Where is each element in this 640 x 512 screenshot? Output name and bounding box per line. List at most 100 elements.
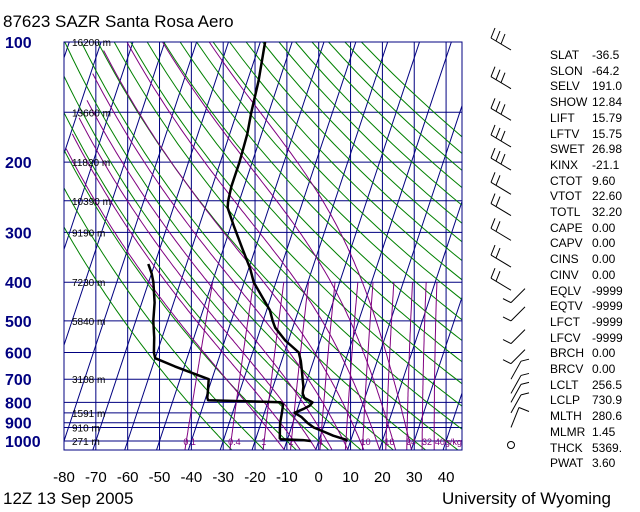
index-value: 9.60: [592, 173, 616, 188]
index-key: LFCV: [550, 330, 581, 345]
barb-staff: [510, 394, 522, 414]
isotherm-line: [283, 42, 421, 450]
index-value: -9999: [592, 314, 623, 329]
mixing-ratio-label: 2: [289, 437, 294, 447]
index-key: CINS: [550, 252, 579, 267]
barb-flag: [490, 98, 496, 109]
index-key: EQTV: [550, 299, 583, 314]
mixing-ratio-label: 24: [406, 437, 416, 447]
dry-adiabat-line: [245, 42, 462, 262]
pressure-tick-label: 800: [5, 395, 32, 412]
barb-staff: [490, 254, 512, 268]
isotherm-line: [187, 42, 325, 450]
index-key: CTOT: [550, 173, 583, 188]
index-key: SELV: [550, 79, 580, 94]
barb-flag: [495, 221, 501, 232]
mixing-ratio-line: [344, 282, 359, 450]
temperature-tick-label: -50: [149, 469, 171, 486]
barb-flag: [490, 244, 496, 256]
barb-staff: [510, 407, 520, 428]
mixing-ratio-label: 1: [261, 437, 266, 447]
pressure-tick-label: 300: [5, 225, 32, 242]
barb-flag: [500, 72, 506, 83]
wind-barb: [490, 98, 512, 121]
index-key: EQLV: [550, 283, 582, 298]
barb-staff: [490, 203, 512, 217]
height-label: 11820 m: [72, 158, 110, 169]
isotherm-line: [315, 42, 452, 450]
isotherm-line: [64, 42, 166, 347]
wind-barb: [490, 244, 512, 268]
barb-staff: [510, 349, 526, 365]
plot-frame: [63, 41, 463, 451]
barb-flag: [518, 407, 530, 412]
moist-adiabat-line: [86, 100, 333, 450]
index-value: 1.45: [592, 424, 616, 439]
barb-flag: [495, 247, 501, 259]
dry-adiabat-line: [64, 226, 233, 450]
temperature-tick-label: -40: [181, 469, 203, 486]
index-key: LCLP: [550, 393, 581, 408]
wind-barb: [502, 329, 526, 345]
index-key: SHOW: [550, 95, 588, 110]
barb-staff: [490, 181, 512, 195]
wind-barb: [490, 147, 512, 171]
index-value: 256.5: [592, 377, 623, 392]
pressure-tick-label: 400: [5, 275, 32, 292]
dry-adiabat-line: [64, 74, 362, 450]
wind-barb: [490, 27, 512, 51]
barb-flag: [495, 150, 501, 162]
wind-barb: [510, 358, 530, 380]
mixing-ratio-label: 4: [318, 437, 323, 447]
barb-flag: [490, 66, 496, 77]
index-value: 0.00: [592, 362, 616, 376]
temperature-tick-label: -10: [276, 469, 298, 486]
mixing-ratio-line: [421, 282, 427, 450]
index-value: 22.60: [592, 189, 623, 204]
index-key: SLAT: [550, 48, 580, 62]
temperature-tick-label: -60: [117, 469, 139, 486]
mixing-ratio-label: 10: [361, 437, 371, 447]
dry-adiabat-line: [212, 42, 462, 301]
index-key: THCK: [550, 440, 583, 455]
dry-adiabat-line: [146, 42, 462, 385]
height-label: 1591 m: [72, 409, 105, 420]
dewpoint-profile-line: [147, 263, 311, 443]
barb-flag: [495, 127, 501, 139]
pressure-tick-label: 1000: [5, 434, 41, 451]
credit-label: University of Wyoming: [442, 489, 611, 508]
index-key: LCLT: [550, 377, 579, 392]
isotherm-line: [347, 104, 462, 450]
index-value: 3.60: [592, 456, 616, 471]
index-key: CINV: [550, 267, 579, 282]
barb-flag: [490, 124, 496, 136]
moist-adiabat-line: [92, 73, 349, 450]
isotherm-line: [378, 199, 462, 450]
temperature-tick-label: -80: [53, 469, 75, 486]
dry-adiabat-line: [64, 186, 265, 450]
barb-flag: [490, 147, 496, 159]
index-key: SWET: [550, 142, 585, 157]
dry-adiabat-line: [228, 42, 462, 281]
height-label: 5840 m: [72, 317, 105, 328]
barb-flag: [500, 130, 506, 142]
dry-adiabat-line: [261, 42, 462, 243]
wind-barb: [490, 193, 512, 217]
wind-barb: [502, 349, 526, 365]
index-value: 32.20: [592, 205, 623, 219]
index-key: VTOT: [550, 189, 582, 204]
moist-adiabat-line: [126, 42, 381, 450]
isotherm-line: [219, 42, 357, 450]
height-label: 10390 m: [72, 197, 111, 208]
barb-flag: [490, 218, 496, 229]
barb-flag: [490, 193, 496, 204]
dry-adiabat-line: [179, 42, 462, 342]
temperature-tick-label: 0: [315, 469, 323, 486]
index-key: LFTV: [550, 126, 580, 141]
mixing-ratio-line: [433, 282, 438, 450]
barb-staff: [510, 288, 526, 303]
observation-time: 12Z 13 Sep 2005: [3, 489, 134, 508]
barb-flag: [502, 298, 512, 304]
